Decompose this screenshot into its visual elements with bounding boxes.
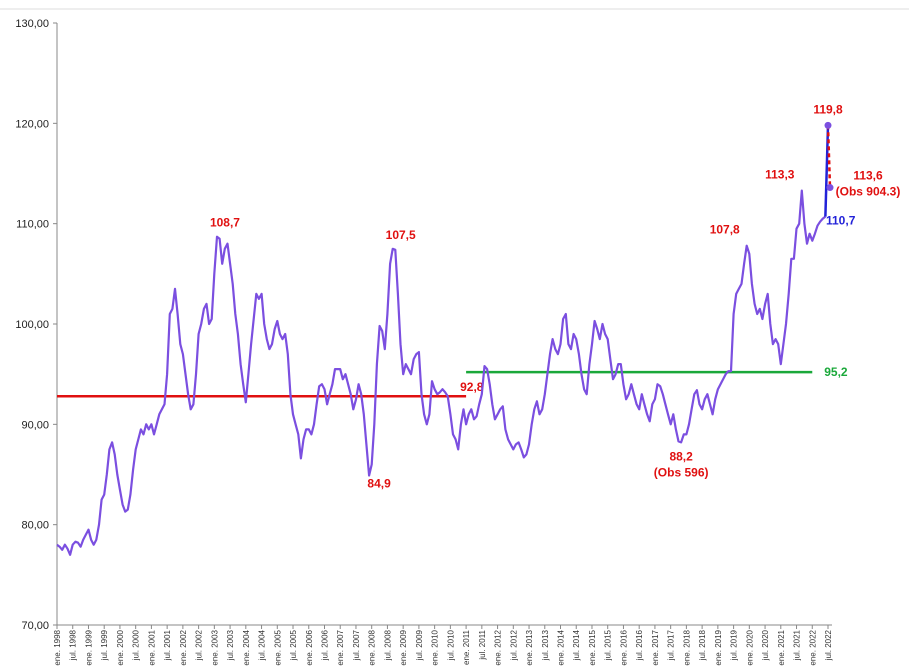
x-tick-label: ene. 2019 xyxy=(714,629,723,665)
x-tick-label: ene. 2001 xyxy=(147,629,156,665)
annotation: 88,2 xyxy=(669,449,693,463)
jump-line xyxy=(824,125,830,217)
annotation: 84,9 xyxy=(367,477,391,491)
x-tick-label: ene. 2017 xyxy=(651,629,660,665)
x-tick-label: ene. 1999 xyxy=(84,629,93,665)
x-tick-label: ene. 2014 xyxy=(557,629,566,665)
annotation: 108,7 xyxy=(210,216,240,230)
x-tick-label: ene. 2002 xyxy=(179,629,188,665)
x-tick-label: ene. 2009 xyxy=(399,629,408,665)
x-tick-label: jul. 2018 xyxy=(698,629,707,661)
x-tick-label: ene. 2021 xyxy=(777,629,786,665)
x-tick-label: ene. 2020 xyxy=(745,629,754,665)
x-tick-label: jul. 2004 xyxy=(258,629,267,661)
x-tick-label: jul. 2014 xyxy=(572,629,581,661)
y-tick-label: 110,00 xyxy=(16,219,49,231)
series-line xyxy=(56,189,827,556)
x-tick-label: ene. 2006 xyxy=(305,629,314,665)
x-tick-label: jul. 2020 xyxy=(761,629,770,661)
x-tick-label: jul. 2001 xyxy=(163,629,172,661)
annotation-note: (Obs 596) xyxy=(654,465,709,479)
x-tick-label: ene. 2003 xyxy=(210,629,219,665)
revision-line xyxy=(826,125,832,188)
annotation: 113,3 xyxy=(765,168,795,182)
x-tick-label: jul. 2007 xyxy=(352,629,361,661)
x-tick-label: jul. 2013 xyxy=(541,629,550,661)
x-tick-label: jul. 2021 xyxy=(793,629,802,661)
x-tick-label: ene. 2015 xyxy=(588,629,597,665)
y-tick-label: 100,00 xyxy=(15,319,49,331)
x-tick-label: ene. 2004 xyxy=(242,629,251,665)
annotation-note: (Obs 904.3) xyxy=(836,185,901,199)
annotation: 113,6 xyxy=(853,169,883,183)
x-tick-label: ene. 2013 xyxy=(525,629,534,665)
x-tick-label: jul. 2017 xyxy=(667,629,676,661)
x-tick-label: ene. 1998 xyxy=(53,629,62,665)
x-tick-label: jul. 2009 xyxy=(415,629,424,661)
x-tick-label: jul. 2003 xyxy=(226,629,235,661)
point xyxy=(826,184,834,192)
x-tick-label: jul. 2016 xyxy=(635,629,644,661)
reference-label: 95,2 xyxy=(824,365,848,379)
x-tick-label: jul. 2015 xyxy=(604,629,613,661)
x-tick-label: ene. 2018 xyxy=(682,629,691,665)
y-tick-label: 130,00 xyxy=(15,18,49,30)
x-tick-label: ene. 2012 xyxy=(494,629,503,665)
x-tick-label: jul. 2011 xyxy=(478,629,487,660)
x-tick-label: jul. 2008 xyxy=(383,629,392,661)
x-tick-label: ene. 2016 xyxy=(619,629,628,665)
x-tick-label: jul. 2005 xyxy=(289,629,298,661)
y-tick-label: 70,00 xyxy=(21,620,49,632)
point xyxy=(824,121,832,129)
x-tick-label: ene. 2010 xyxy=(431,629,440,665)
x-tick-label: jul. 2010 xyxy=(446,629,455,661)
x-tick-label: ene. 2008 xyxy=(368,629,377,665)
x-tick-label: jul. 2000 xyxy=(132,629,141,661)
y-tick-label: 120,00 xyxy=(15,118,49,130)
x-tick-label: jul. 2022 xyxy=(824,629,833,661)
x-tick-label: jul. 1998 xyxy=(69,629,78,661)
x-tick-label: jul. 1999 xyxy=(100,629,109,661)
jump-label: 110,7 xyxy=(826,214,856,228)
annotation: 119,8 xyxy=(813,102,843,116)
x-tick-label: ene. 2011 xyxy=(462,629,471,665)
y-tick-label: 80,00 xyxy=(21,520,49,532)
x-tick-label: ene. 2005 xyxy=(273,629,282,665)
x-tick-label: ene. 2000 xyxy=(116,629,125,665)
x-tick-label: jul. 2019 xyxy=(730,629,739,661)
annotation: 107,5 xyxy=(386,228,416,242)
x-tick-label: ene. 2022 xyxy=(808,629,817,665)
x-tick-label: jul. 2006 xyxy=(320,629,329,661)
reference-label: 92,8 xyxy=(460,380,484,394)
x-tick-label: jul. 2012 xyxy=(509,629,518,661)
y-tick-label: 90,00 xyxy=(21,419,49,431)
x-tick-label: jul. 2002 xyxy=(195,629,204,661)
annotation: 107,8 xyxy=(710,223,740,237)
x-tick-label: ene. 2007 xyxy=(336,629,345,665)
